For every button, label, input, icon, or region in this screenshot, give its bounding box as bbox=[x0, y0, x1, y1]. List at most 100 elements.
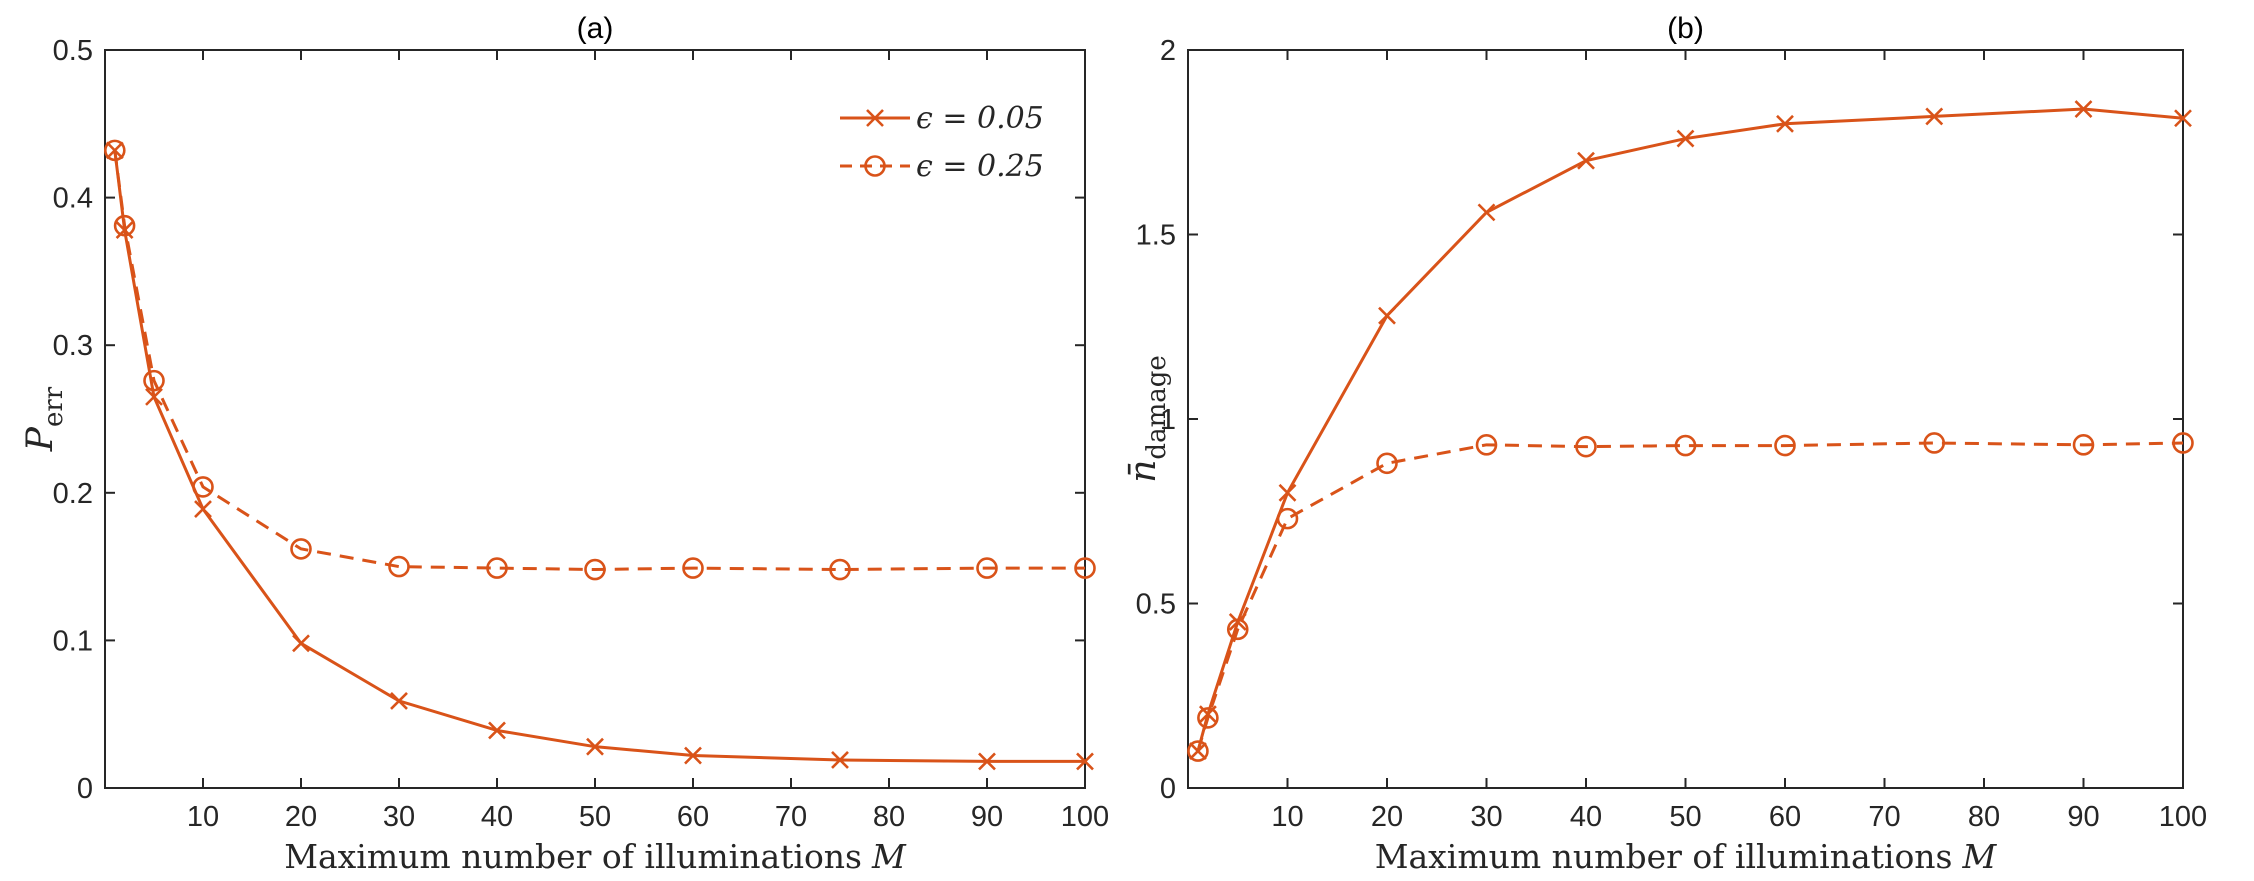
x-tick-label: 90 bbox=[971, 801, 1003, 833]
data-point-circle bbox=[486, 557, 508, 579]
y-tick-label: 0.2 bbox=[53, 478, 93, 510]
y-axis-label-main: n̄ bbox=[1123, 460, 1164, 483]
y-tick-label: 0 bbox=[77, 773, 93, 805]
data-point-circle bbox=[1475, 434, 1498, 456]
data-point-circle bbox=[2072, 434, 2095, 456]
y-tick-label: 1.5 bbox=[1136, 220, 1176, 252]
series-eps-025 bbox=[104, 139, 1096, 581]
marker-stroke bbox=[1477, 203, 1496, 222]
legend-label: ϵ = 0.25 bbox=[916, 149, 1044, 184]
data-point-circle bbox=[1923, 432, 1946, 454]
x-tick-label: 10 bbox=[1271, 801, 1303, 833]
data-point-x bbox=[978, 752, 996, 771]
legend: ϵ = 0.05 ϵ = 0.25 bbox=[840, 101, 1044, 184]
data-point-x bbox=[292, 634, 310, 653]
data-point-circle bbox=[290, 538, 312, 560]
panel-b: 10 20 30 40 50 60 70 80 90 100 0 0.5 1 1.5 2 (b) Maximum… bbox=[1123, 12, 2207, 876]
marker-stroke bbox=[684, 746, 702, 765]
x-tick-label: 70 bbox=[775, 801, 807, 833]
y-tick-label: 0.1 bbox=[53, 625, 93, 657]
y-axis-label-main: P bbox=[20, 426, 61, 452]
marker-stroke bbox=[2174, 109, 2192, 128]
data-point-x bbox=[488, 721, 506, 740]
data-point-x bbox=[684, 746, 702, 765]
data-point-circle bbox=[1376, 452, 1398, 475]
x-axis-label-text: Maximum number of illuminations bbox=[1375, 837, 1953, 876]
marker-stroke bbox=[145, 387, 163, 406]
x-tick-label: 90 bbox=[2067, 801, 2099, 833]
data-point-circle bbox=[1197, 707, 1219, 729]
marker-stroke bbox=[390, 691, 408, 710]
data-point-x bbox=[390, 691, 408, 710]
data-point-x bbox=[586, 737, 604, 756]
y-tick-label: 0.4 bbox=[53, 183, 93, 215]
x-tick-label: 60 bbox=[677, 801, 709, 833]
series-eps-005 bbox=[1189, 100, 2192, 761]
data-point-circle bbox=[104, 139, 126, 162]
marker-stroke bbox=[586, 737, 604, 756]
x-tick-label: 100 bbox=[1061, 801, 1109, 833]
marker-stroke bbox=[1577, 151, 1595, 170]
data-point-x bbox=[1577, 151, 1595, 170]
legend-marker bbox=[864, 155, 886, 177]
panel-title: (a) bbox=[577, 12, 614, 45]
x-tick-label: 10 bbox=[187, 801, 219, 833]
data-point-circle bbox=[113, 214, 136, 237]
series-line bbox=[113, 150, 1085, 763]
data-point-circle bbox=[1074, 557, 1096, 579]
data-point-circle bbox=[2172, 432, 2194, 454]
data-point-circle bbox=[829, 558, 851, 581]
data-point-circle bbox=[1575, 435, 1597, 458]
y-axis-label-sub: err bbox=[39, 386, 69, 427]
marker-stroke bbox=[292, 634, 310, 653]
data-point-x bbox=[1378, 306, 1396, 325]
x-axis-label: Maximum number of illuminations M bbox=[284, 837, 907, 876]
x-tick-label: 40 bbox=[1570, 801, 1602, 833]
x-axis-label: Maximum number of illuminations M bbox=[1375, 837, 1998, 876]
marker-stroke bbox=[1278, 483, 1297, 502]
y-tick-label: 0.3 bbox=[53, 330, 93, 362]
x-tick-label: 40 bbox=[481, 801, 513, 833]
data-point-x bbox=[1076, 752, 1094, 771]
series-line bbox=[113, 150, 1085, 572]
x-tick-label: 20 bbox=[285, 801, 317, 833]
x-tick-label: 70 bbox=[1868, 801, 1900, 833]
panel-title: (b) bbox=[1667, 12, 1704, 45]
legend-label: ϵ = 0.05 bbox=[916, 101, 1044, 136]
data-point-x bbox=[1477, 203, 1496, 222]
data-point-x bbox=[1278, 483, 1297, 502]
data-point-x bbox=[1676, 129, 1695, 148]
x-axis-label-var: M bbox=[871, 837, 907, 876]
marker-stroke bbox=[1925, 107, 1944, 126]
x-tick-label: 80 bbox=[1968, 801, 2000, 833]
marker-stroke bbox=[831, 751, 849, 769]
legend-marker bbox=[866, 109, 884, 127]
x-tick-label: 20 bbox=[1371, 801, 1403, 833]
x-tick-label: 80 bbox=[873, 801, 905, 833]
data-point-circle bbox=[584, 558, 606, 581]
axes-box bbox=[1187, 49, 2184, 789]
data-point-x bbox=[2074, 100, 2093, 118]
data-point-circle bbox=[143, 369, 165, 392]
x-tick-label: 30 bbox=[1470, 801, 1502, 833]
y-tick-label: 1 bbox=[1160, 404, 1176, 436]
data-point-circle bbox=[1276, 507, 1299, 530]
data-point-x bbox=[145, 387, 163, 406]
marker-stroke bbox=[1776, 114, 1794, 133]
data-point-circle bbox=[192, 476, 214, 498]
marker-stroke bbox=[1676, 129, 1695, 148]
y-axis-label-sub: damage bbox=[1142, 355, 1172, 459]
x-tick-label: 50 bbox=[579, 801, 611, 833]
y-tick-label: 0 bbox=[1160, 773, 1176, 805]
data-point-circle bbox=[1674, 434, 1697, 457]
x-tick-label: 100 bbox=[2159, 801, 2207, 833]
data-point-x bbox=[1776, 114, 1794, 133]
data-point-x bbox=[831, 751, 849, 769]
data-point-circle bbox=[682, 557, 704, 579]
data-point-circle bbox=[1226, 618, 1249, 641]
data-point-x bbox=[1925, 107, 1944, 126]
marker-stroke bbox=[978, 752, 996, 771]
series-line bbox=[1196, 441, 2184, 752]
x-tick-label: 30 bbox=[383, 801, 415, 833]
